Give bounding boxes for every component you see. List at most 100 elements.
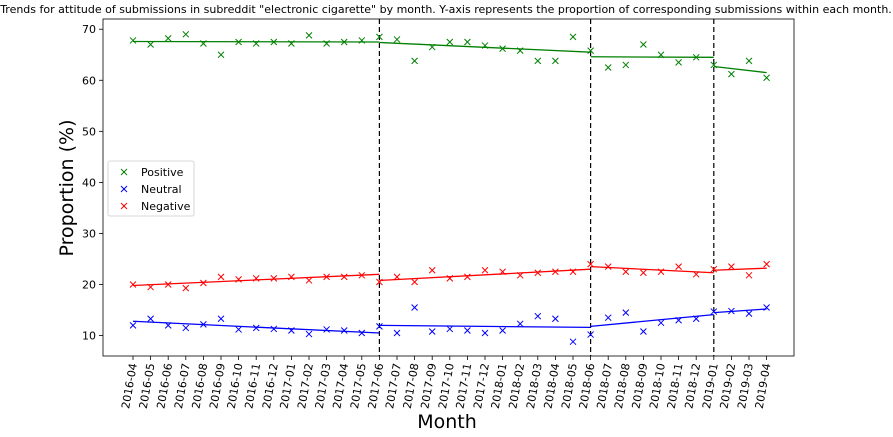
negative-point [622, 268, 630, 276]
neutral-point [657, 319, 665, 327]
negative-point [376, 278, 383, 286]
negative-point [569, 268, 577, 276]
neutral-point [745, 310, 753, 317]
negative-point [499, 268, 506, 276]
neutral-point [675, 316, 682, 324]
neutral-point [534, 312, 542, 320]
positive-point [552, 57, 559, 65]
neutral-point [552, 315, 559, 323]
positive-point [147, 41, 154, 48]
positive-point [252, 40, 260, 47]
legend-label-negative: Negative [141, 200, 191, 213]
positive-point [622, 61, 630, 69]
neutral-point [393, 329, 401, 337]
neutral-point [252, 324, 260, 332]
positive-point [657, 51, 665, 59]
negative-point [446, 275, 454, 282]
negative-point [675, 263, 682, 270]
positive-point [129, 37, 137, 44]
positive-trend-segment [590, 56, 714, 58]
negative-point [147, 283, 154, 291]
negative-point [288, 273, 295, 281]
positive-point [516, 47, 524, 55]
positive-point [446, 38, 454, 46]
negative-point [182, 284, 190, 292]
negative-point [393, 273, 401, 281]
positive-point [640, 41, 647, 48]
positive-point [745, 57, 753, 65]
negative-point [745, 271, 753, 279]
positive-point [464, 38, 471, 46]
neutral-point [428, 328, 436, 335]
y-tick-label: 60 [82, 74, 96, 87]
positive-point [164, 35, 172, 42]
neutral-point [622, 309, 630, 316]
legend-marker-negative [120, 202, 128, 210]
neutral-point [640, 328, 647, 335]
positive-trend-segment [713, 65, 767, 74]
negative-point [604, 263, 612, 270]
negative-point [340, 273, 348, 281]
positive-point [604, 64, 612, 71]
negative-point [710, 265, 718, 273]
negative-trend-segment [132, 273, 380, 287]
neutral-trend-segment [132, 320, 380, 334]
positive-point [235, 38, 242, 46]
positive-point [182, 30, 190, 38]
plot-frame [102, 18, 795, 357]
neutral-point [411, 304, 418, 311]
y-tick-label: 10 [82, 330, 96, 343]
positive-point [376, 33, 383, 41]
y-axis: 10 20 30 40 50 60 70 [82, 23, 103, 343]
legend-marker-positive [120, 168, 128, 176]
neutral-point [340, 327, 348, 334]
y-tick-label: 20 [82, 279, 96, 292]
neutral-point [305, 330, 313, 338]
positive-point [675, 59, 682, 66]
positive-point [587, 47, 594, 55]
neutral-point [182, 324, 190, 332]
neutral-point [604, 314, 612, 322]
negative-point [481, 266, 489, 274]
negative-point [728, 263, 735, 270]
negative-point [464, 273, 471, 281]
neutral-point [358, 329, 366, 337]
positive-point [358, 37, 366, 44]
neutral-point [728, 307, 735, 315]
negative-point [358, 271, 366, 279]
positive-point [411, 57, 418, 65]
positive-point [288, 40, 295, 47]
neutral-point [692, 315, 700, 323]
negative-point [516, 271, 524, 279]
neutral-point [446, 325, 454, 333]
negative-point [692, 270, 700, 278]
neutral-trend-segment [379, 324, 591, 329]
positive-point [499, 45, 506, 52]
neutral-point [235, 326, 242, 333]
negative-point [640, 269, 647, 277]
positive-point [323, 40, 330, 47]
positive-point [393, 36, 401, 43]
neutral-point [763, 304, 770, 311]
plot-area [102, 18, 795, 357]
neutral-point [164, 322, 172, 329]
x-axis-label: Month [417, 411, 477, 433]
positive-point [217, 51, 225, 59]
chart-title: Trends for attitude of submissions in su… [0, 3, 892, 16]
neutral-point [587, 331, 594, 338]
y-tick-label: 50 [82, 125, 96, 138]
neutral-point [200, 320, 207, 328]
positive-point [728, 70, 735, 78]
neutral-point [288, 327, 295, 334]
positive-point [340, 38, 348, 46]
neutral-point [481, 329, 489, 337]
positive-point [534, 57, 542, 65]
positive-point [305, 31, 313, 39]
x-axis: 2016-042016-052016-062016-072016-082016-… [119, 356, 774, 410]
positive-trend-segment [132, 40, 380, 43]
neutral-point [499, 327, 506, 334]
negative-point [534, 269, 542, 277]
positive-point [710, 61, 718, 69]
neutral-point [376, 323, 383, 330]
negative-point [164, 281, 172, 288]
